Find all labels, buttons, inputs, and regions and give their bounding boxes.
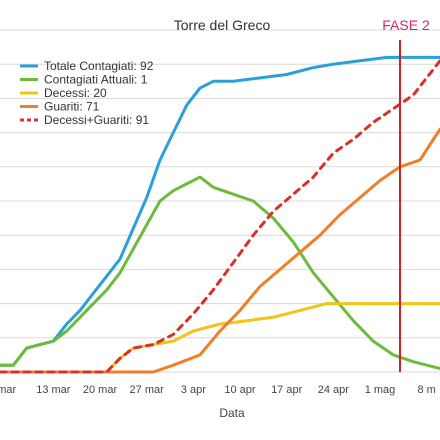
x-tick-label: 27 mar [130, 384, 165, 396]
grid [0, 29, 440, 373]
x-tick-label: 17 apr [271, 384, 303, 396]
fase2-marker-label: FASE 2 [382, 17, 430, 33]
legend-entry-1: Contagiati Attuali: 1 [44, 73, 148, 87]
x-axis-ticks: mar 13 mar 20 mar 27 mar 3 apr 10 apr 17 apr 24… [0, 384, 436, 396]
series-line-3 [0, 127, 440, 374]
x-tick-label: 3 apr [181, 384, 206, 396]
x-tick-label: 10 apr [224, 384, 256, 396]
legend-entry-4: Decessi+Guariti: 91 [44, 113, 149, 127]
series-line-1 [0, 175, 440, 371]
x-tick-label: 13 mar [36, 384, 71, 396]
x-tick-label: mar [0, 384, 16, 396]
series-line-4 [0, 59, 440, 374]
x-tick-label: 8 m [417, 384, 435, 396]
x-tick-label: 20 mar [83, 384, 118, 396]
x-tick-label: 1 mag [365, 384, 396, 396]
legend-entry-2: Decessi: 20 [44, 86, 107, 100]
chart-title: Torre del Greco [174, 17, 271, 33]
series-lines [0, 55, 440, 374]
x-axis-label: Data [219, 406, 245, 420]
legend-entry-3: Guariti: 71 [44, 100, 100, 114]
x-tick-label: 24 apr [318, 384, 350, 396]
legend-entry-0: Totale Contagiati: 92 [44, 59, 154, 73]
